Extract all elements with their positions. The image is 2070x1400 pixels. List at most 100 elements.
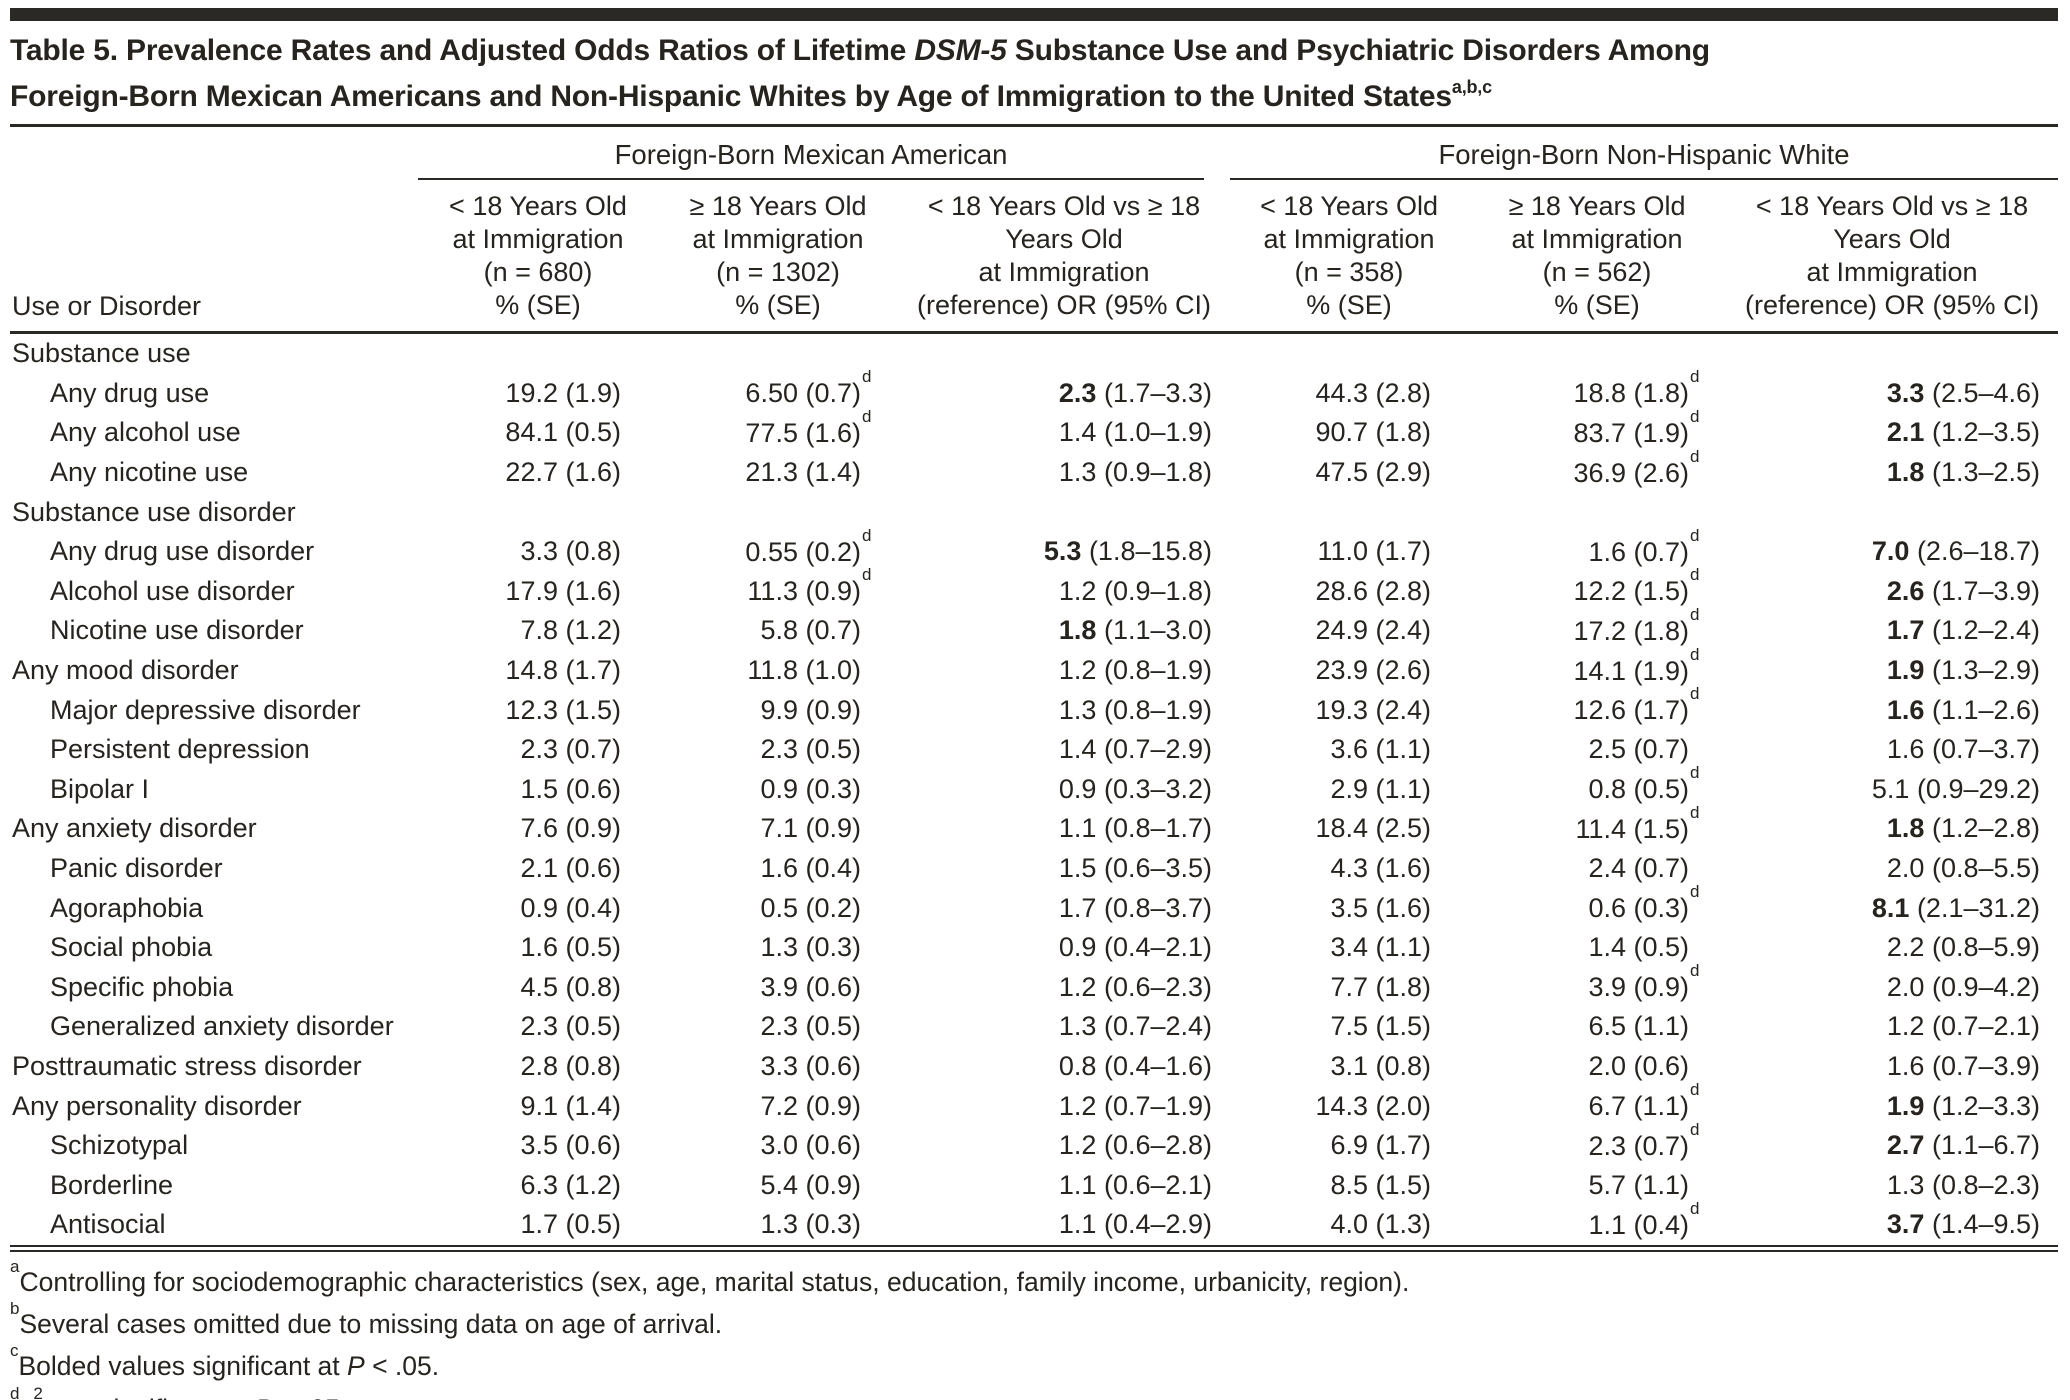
cell-or-ci: 1.3 (0.9–1.8): [1058, 457, 1213, 488]
cell-pct-se: 23.9 (2.6): [1315, 655, 1432, 686]
cell-pct-se: 3.5 (1.6): [1330, 892, 1432, 923]
table-row: Specific phobia 4.5 (0.8) 3.9 (0.6) 1.2 (0.…: [10, 961, 2058, 1008]
cell-pct-se: 9.9 (0.9): [760, 694, 861, 725]
table-row: Panic disorder 2.1 (0.6) 1.6 (0.4) 1.5 (0.6…: [10, 849, 2058, 889]
row-label: Alcohol use disorder: [50, 575, 295, 606]
cell-or-ci: 5.1 (0.9–29.2): [1871, 773, 2041, 804]
cell-or-ci: 1.2 (0.8–1.9): [1058, 655, 1213, 686]
cell-pct-se: 0.8 (0.5)d: [1588, 763, 1700, 805]
cell-pct-se: 17.2 (1.8)d: [1573, 604, 1700, 646]
group-header-mexican-american: Foreign-Born Mexican American: [418, 131, 1230, 180]
cell-or-ci: 1.2 (0.6–2.8): [1058, 1130, 1213, 1161]
col-header-ma-under18: < 18 Years Old at Immigration (n = 680) …: [418, 180, 658, 334]
column-header-row: Use or Disorder < 18 Years Old at Immigr…: [10, 180, 2059, 334]
cell-pct-se: 14.3 (2.0): [1315, 1090, 1432, 1121]
cell-pct-se: 14.1 (1.9)d: [1573, 644, 1700, 686]
cell-pct-se: 5.8 (0.7): [760, 615, 861, 646]
title-text-line1-end: Substance Use and Psychiatric Disorders …: [1006, 34, 1710, 67]
section-row: Substance use: [10, 334, 2058, 374]
cell-or-ci: 1.5 (0.6–3.5): [1058, 853, 1213, 884]
cell-pct-se: 84.1 (0.5): [505, 417, 621, 448]
footnote: dχ2 test significant at P < .05.: [10, 1383, 347, 1400]
cell-or-ci: 1.1 (0.8–1.7): [1058, 813, 1213, 844]
cell-pct-se: 3.6 (1.1): [1330, 734, 1432, 765]
cell-empty: [898, 492, 1230, 532]
table-row: Borderline 6.3 (1.2) 5.4 (0.9) 1.1 (0.6–2.1…: [10, 1165, 2058, 1205]
cell-pct-se: 11.8 (1.0): [747, 655, 861, 686]
row-label: Substance use: [12, 338, 191, 369]
cell-or-ci: 1.8 (1.1–3.0): [1058, 615, 1213, 646]
row-label: Nicotine use disorder: [50, 615, 304, 646]
cell-or-ci: 1.4 (1.0–1.9): [1058, 417, 1213, 448]
row-label: Borderline: [50, 1169, 174, 1200]
cell-pct-se: 2.3 (0.5): [520, 1011, 621, 1042]
title-footnote-marker: a,b,c: [1451, 77, 1492, 97]
cell-or-ci: 2.2 (0.8–5.9): [1886, 932, 2041, 963]
row-label: Specific phobia: [50, 971, 234, 1002]
cell-or-ci: 3.7 (1.4–9.5): [1726, 1205, 2059, 1252]
cell-or-ci: 5.3 (1.8–15.8): [1043, 536, 1213, 567]
col-header-ma-or: < 18 Years Old vs ≥ 18 Years Old at Immi…: [898, 180, 1231, 334]
cell-pct-se: 47.5 (2.9): [1315, 457, 1432, 488]
row-label: Any nicotine use: [50, 457, 249, 488]
table-row: Posttraumatic stress disorder 2.8 (0.8) 3.…: [10, 1047, 2058, 1087]
title-text-line1: Table 5. Prevalence Rates and Adjusted O…: [10, 34, 915, 67]
cell-pct-se: 12.6 (1.7)d: [1573, 684, 1700, 726]
cell-pct-se: 3.1 (0.8): [1330, 1050, 1432, 1081]
table-row: Antisocial 1.7 (0.5) 1.3 (0.3) 1.1 (0.4–2.9…: [10, 1199, 2059, 1252]
cell-or-ci: 1.9 (1.3–2.9): [1886, 655, 2041, 686]
cell-pct-se: 18.8 (1.8)d: [1573, 367, 1700, 409]
cell-or-ci: 1.2 (0.7–1.9): [1058, 1090, 1213, 1121]
cell-pct-se: 0.5 (0.2): [760, 892, 861, 923]
cell-empty: [1230, 492, 1468, 532]
cell-pct-se: 2.3 (0.7)d: [1588, 1119, 1700, 1161]
cell-pct-se: 1.1 (0.4)d: [1468, 1199, 1727, 1252]
cell-pct-se: 1.6 (0.7)d: [1588, 525, 1700, 567]
cell-pct-se: 1.4 (0.5): [1588, 932, 1690, 963]
cell-or-ci: 1.7 (1.2–2.4): [1886, 615, 2041, 646]
cell-pct-se: 18.4 (2.5): [1315, 813, 1432, 844]
cell-or-ci: 2.3 (1.7–3.3): [1058, 377, 1213, 408]
stub-spacer: [10, 131, 418, 180]
table-row: Any drug use 19.2 (1.9) 6.50 (0.7)d 2.3 (1.…: [10, 367, 2058, 414]
cell-pct-se: 7.5 (1.5): [1330, 1011, 1432, 1042]
cell-pct-se: 11.3 (0.9)d: [747, 565, 872, 607]
cell-pct-se: 2.8 (0.8): [520, 1050, 621, 1081]
cell-or-ci: 3.3 (2.5–4.6): [1886, 377, 2041, 408]
cell-or-ci: 2.1 (1.2–3.5): [1886, 417, 2041, 448]
cell-or-ci: 1.3 (0.8–2.3): [1886, 1169, 2041, 1200]
group-header-non-hispanic-white: Foreign-Born Non-Hispanic White: [1230, 131, 2059, 180]
cell-pct-se: 28.6 (2.8): [1315, 575, 1432, 606]
row-label: Substance use disorder: [12, 496, 296, 527]
cell-pct-se: 11.4 (1.5)d: [1575, 802, 1700, 844]
cell-pct-se: 3.5 (0.6): [520, 1130, 621, 1161]
cell-pct-se: 11.0 (1.7): [1317, 536, 1432, 567]
table-row: Bipolar I 1.5 (0.6) 0.9 (0.3) 0.9 (0.3–3.2)…: [10, 763, 2058, 810]
cell-pct-se: 1.6 (0.4): [760, 853, 861, 884]
cell-or-ci: 1.6 (1.1–2.6): [1886, 694, 2041, 725]
cell-pct-se: 90.7 (1.8): [1315, 417, 1432, 448]
cell-or-ci: 8.1 (2.1–31.2): [1871, 892, 2041, 923]
stub-header-use-or-disorder: Use or Disorder: [10, 180, 418, 334]
prevalence-odds-table: Foreign-Born Mexican American Foreign-Bo…: [10, 131, 2059, 1252]
footnote: bSeveral cases omitted due to missing da…: [10, 1298, 723, 1339]
row-label: Posttraumatic stress disorder: [12, 1050, 362, 1081]
cell-or-ci: 2.7 (1.1–6.7): [1886, 1130, 2041, 1161]
cell-pct-se: 3.0 (0.6): [760, 1130, 861, 1161]
cell-or-ci: 0.8 (0.4–1.6): [1058, 1050, 1213, 1081]
group-header-row: Foreign-Born Mexican American Foreign-Bo…: [10, 131, 2059, 180]
table-row: Nicotine use disorder 7.8 (1.2) 5.8 (0.7) 1…: [10, 604, 2058, 651]
cell-or-ci: 1.3 (0.8–1.9): [1058, 694, 1213, 725]
cell-empty: [1468, 334, 1726, 374]
row-label: Major depressive disorder: [50, 694, 361, 725]
table-row: Major depressive disorder 12.3 (1.5) 9.9 (…: [10, 684, 2058, 730]
table-row: Generalized anxiety disorder 2.3 (0.5) 2.3…: [10, 1007, 2058, 1047]
cell-pct-se: 6.3 (1.2): [520, 1169, 621, 1200]
cell-or-ci: 0.9 (0.3–3.2): [1058, 773, 1213, 804]
row-label: Panic disorder: [50, 853, 223, 884]
cell-pct-se: 7.2 (0.9): [760, 1090, 861, 1121]
row-label: Generalized anxiety disorder: [50, 1011, 394, 1042]
table-row: Any anxiety disorder 7.6 (0.9) 7.1 (0.9) 1.…: [10, 802, 2058, 849]
title-italic-dsm5: DSM-5: [914, 34, 1007, 67]
